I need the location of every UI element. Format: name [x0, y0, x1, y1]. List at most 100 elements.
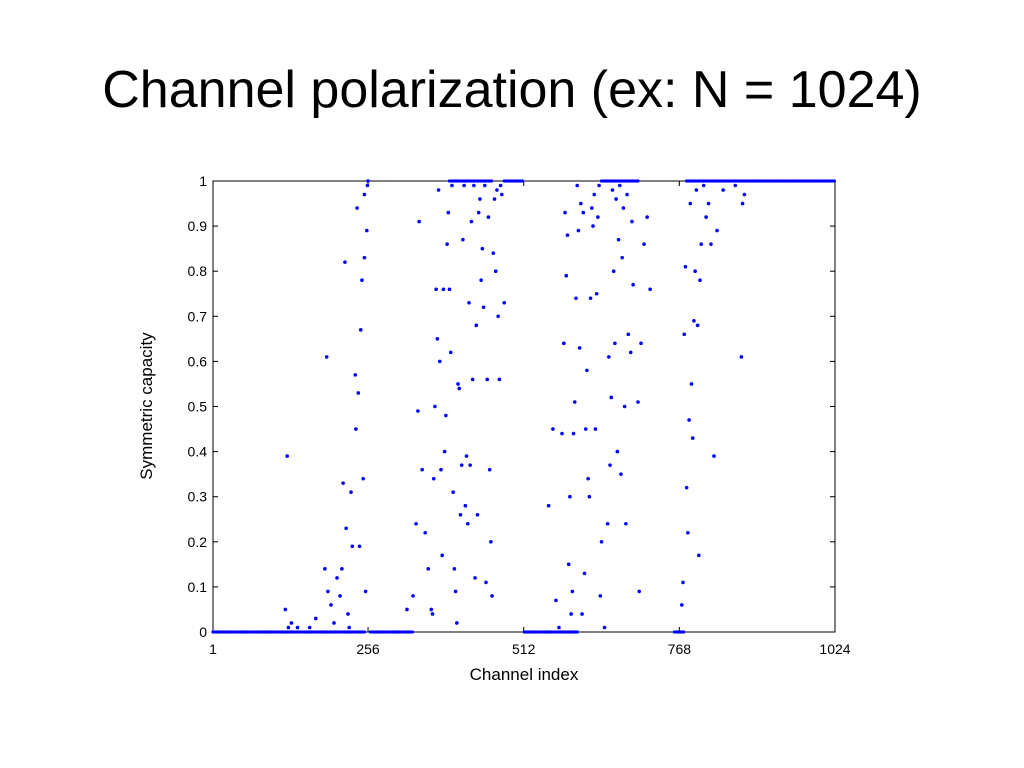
- data-point: [475, 512, 480, 517]
- data-point: [599, 540, 604, 544]
- data-point: [496, 314, 500, 319]
- data-point: [411, 594, 415, 598]
- data-point: [597, 183, 601, 188]
- data-point: [684, 485, 689, 490]
- data-point: [283, 607, 288, 612]
- data-point: [572, 400, 577, 404]
- data-point: [742, 192, 747, 197]
- data-point: [574, 296, 578, 301]
- data-point: [456, 382, 460, 386]
- data-point: [596, 215, 600, 219]
- data-point: [445, 242, 449, 246]
- data-point: [482, 183, 487, 188]
- data-point: [642, 242, 646, 246]
- data-point: [416, 409, 420, 413]
- data-point: [423, 530, 427, 535]
- data-point: [579, 201, 583, 206]
- data-point: [585, 368, 589, 373]
- plot-area: [212, 180, 836, 633]
- data-point: [689, 382, 694, 386]
- data-point: [357, 544, 362, 549]
- data-point: [619, 472, 623, 476]
- data-point: [621, 206, 626, 210]
- data-point: [500, 192, 504, 197]
- y-tick-label: 1: [199, 173, 207, 189]
- data-point: [610, 188, 615, 192]
- data-point: [683, 264, 688, 269]
- data-point: [434, 287, 438, 292]
- data-point: [340, 567, 344, 571]
- data-point: [587, 494, 592, 499]
- data-point: [568, 494, 572, 499]
- data-point: [605, 521, 610, 526]
- data-point: [350, 544, 355, 549]
- data-point: [491, 251, 496, 255]
- data-point: [631, 282, 635, 287]
- data-point: [324, 355, 329, 359]
- data-point: [338, 594, 342, 598]
- data-point: [686, 530, 690, 535]
- data-point: [739, 355, 744, 359]
- data-point: [356, 391, 361, 395]
- data-point: [615, 449, 620, 454]
- x-tick-label: 1024: [819, 641, 850, 657]
- data-point: [608, 463, 612, 467]
- data-point: [622, 404, 627, 409]
- data-point: [344, 526, 348, 531]
- data-point: [463, 503, 468, 508]
- y-tick-label: 0.2: [188, 534, 208, 550]
- data-point: [473, 576, 477, 580]
- data-point: [712, 454, 716, 458]
- data-point: [594, 291, 599, 296]
- data-point: [611, 269, 616, 274]
- data-point: [493, 269, 498, 274]
- data-point: [472, 183, 476, 188]
- data-point-one: [520, 179, 525, 183]
- data-point: [721, 188, 725, 192]
- y-tick-label: 0.9: [188, 218, 208, 234]
- data-point: [569, 612, 573, 616]
- data-point: [701, 183, 706, 188]
- data-point: [360, 278, 364, 283]
- data-point: [417, 219, 421, 224]
- data-point: [448, 350, 453, 355]
- y-tick-label: 0.8: [188, 263, 208, 279]
- data-point: [588, 296, 593, 301]
- data-point-one: [489, 179, 494, 183]
- data-point: [355, 206, 359, 210]
- data-point: [492, 197, 497, 201]
- data-point: [704, 215, 708, 219]
- data-point: [598, 594, 603, 598]
- data-point: [446, 210, 451, 215]
- data-point: [637, 589, 642, 594]
- data-point: [329, 603, 333, 607]
- data-point: [486, 215, 491, 219]
- data-point: [692, 319, 696, 323]
- data-point: [467, 300, 471, 305]
- data-point: [490, 594, 494, 598]
- data-point: [576, 228, 581, 233]
- data-point: [464, 454, 469, 458]
- y-tick-label: 0.4: [188, 444, 208, 460]
- data-point: [429, 607, 434, 612]
- data-point: [586, 476, 590, 481]
- data-point: [349, 490, 353, 494]
- data-point: [341, 481, 345, 485]
- data-point: [616, 237, 621, 242]
- x-tick-label: 256: [356, 641, 380, 657]
- data-point: [426, 567, 431, 571]
- data-point: [694, 188, 699, 192]
- data-point: [440, 553, 445, 558]
- data-point: [693, 269, 697, 274]
- y-tick-label: 0.7: [188, 308, 208, 324]
- data-point: [480, 246, 485, 251]
- data-point: [481, 305, 486, 310]
- data-point: [577, 346, 582, 350]
- data-point: [323, 567, 327, 571]
- data-point: [470, 377, 475, 382]
- data-point: [365, 228, 369, 233]
- data-point: [361, 476, 365, 481]
- data-point-zero: [362, 630, 366, 634]
- data-point-zero: [410, 630, 415, 634]
- data-point: [583, 427, 588, 431]
